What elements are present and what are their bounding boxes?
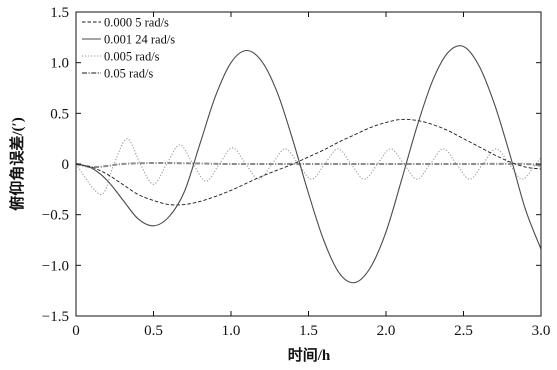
y-tick-label: 1.5: [50, 5, 69, 21]
legend-label: 0.000 5 rad/s: [104, 16, 169, 30]
x-tick-label: 0: [72, 323, 80, 339]
legend: 0.000 5 rad/s 0.001 24 rad/s 0.005 rad/s 0.…: [82, 16, 175, 81]
y-tick-label: −0.5: [42, 208, 69, 224]
y-tick-label: 0: [62, 157, 70, 173]
x-tick-label: 1.5: [299, 323, 318, 339]
x-axis-label: 时间/h: [288, 346, 331, 364]
x-tick-label: 2.0: [377, 323, 396, 339]
y-tick-label: 1.0: [50, 56, 69, 72]
legend-label: 0.005 rad/s: [104, 50, 160, 64]
y-tick-label: −1.5: [42, 309, 69, 325]
series-line-1: [76, 45, 541, 284]
series-line-3: [76, 161, 541, 169]
axis-ticks: 0 0.5 1.0 1.5 2.0 2.5 3.0 1.5 1.0 0.5 0 −0.5 −1.0 −1.…: [42, 5, 551, 339]
x-tick-label: 2.5: [454, 323, 473, 339]
legend-label: 0.05 rad/s: [104, 67, 153, 81]
x-tick-label: 0.5: [144, 323, 163, 339]
y-tick-label: −1.0: [42, 258, 69, 274]
y-axis-label: 俯仰角误差/(′): [8, 117, 26, 210]
legend-label: 0.001 24 rad/s: [104, 33, 175, 47]
series-layer: [76, 45, 541, 284]
x-tick-label: 3.0: [532, 323, 551, 339]
x-tick-label: 1.0: [222, 323, 241, 339]
series-line-2: [76, 138, 541, 195]
y-tick-label: 0.5: [50, 106, 69, 122]
